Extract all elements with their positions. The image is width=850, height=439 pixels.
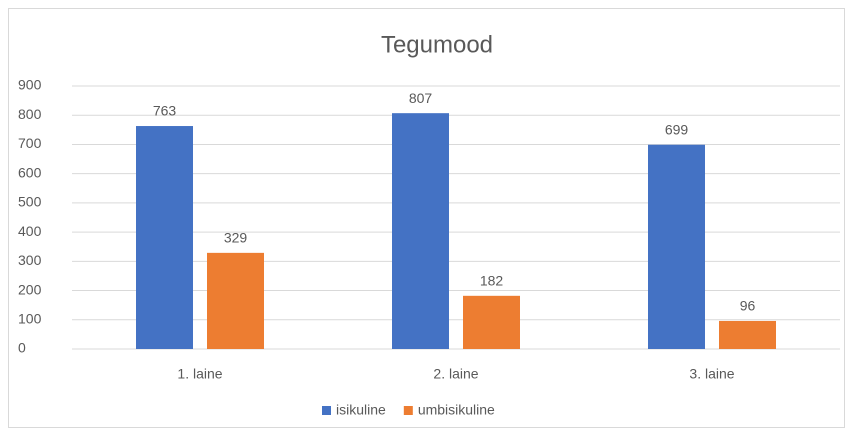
y-tick-label: 100: [18, 310, 42, 326]
y-tick-label: 300: [18, 252, 42, 268]
y-tick-label: 500: [18, 194, 42, 210]
bar: [719, 320, 776, 349]
bar: [648, 144, 705, 349]
bar: [207, 252, 264, 349]
data-label: 329: [224, 230, 248, 246]
legend-label: isikuline: [336, 402, 386, 418]
y-tick-label: 400: [18, 223, 42, 239]
x-tick-label: 3. laine: [689, 366, 734, 382]
data-label: 699: [665, 121, 689, 137]
bar: [392, 113, 449, 349]
data-label: 182: [480, 273, 504, 289]
y-tick-label: 0: [18, 340, 26, 356]
legend-swatch: [322, 406, 331, 415]
y-tick-label: 700: [18, 135, 42, 151]
data-label: 763: [153, 103, 177, 119]
x-tick-label: 2. laine: [433, 366, 478, 382]
x-tick-label: 1. laine: [177, 366, 222, 382]
legend-label: umbisikuline: [418, 402, 495, 418]
y-tick-label: 900: [18, 77, 42, 93]
chart-title: Tegumood: [381, 31, 493, 58]
y-tick-label: 200: [18, 281, 42, 297]
data-label: 807: [409, 90, 433, 106]
data-label: 96: [740, 298, 756, 314]
bar: [136, 126, 193, 349]
legend-swatch: [403, 406, 413, 415]
bar: [463, 295, 520, 349]
y-tick-label: 800: [18, 106, 42, 122]
y-tick-label: 600: [18, 164, 42, 180]
